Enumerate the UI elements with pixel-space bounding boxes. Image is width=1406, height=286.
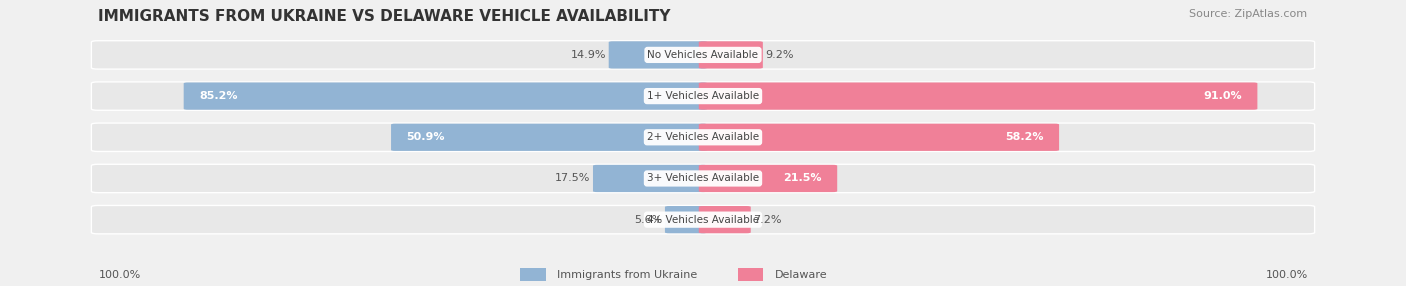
FancyBboxPatch shape [91,164,1315,193]
Text: IMMIGRANTS FROM UKRAINE VS DELAWARE VEHICLE AVAILABILITY: IMMIGRANTS FROM UKRAINE VS DELAWARE VEHI… [98,9,671,23]
FancyBboxPatch shape [699,165,837,192]
Text: 14.9%: 14.9% [571,50,606,60]
FancyBboxPatch shape [699,124,1059,151]
FancyBboxPatch shape [91,41,1315,69]
Text: 58.2%: 58.2% [1005,132,1043,142]
Text: 85.2%: 85.2% [200,91,238,101]
FancyBboxPatch shape [665,206,707,233]
Text: Immigrants from Ukraine: Immigrants from Ukraine [557,270,697,279]
Text: Source: ZipAtlas.com: Source: ZipAtlas.com [1189,9,1308,19]
FancyBboxPatch shape [91,205,1315,234]
Text: 9.2%: 9.2% [766,50,794,60]
Text: 100.0%: 100.0% [98,270,141,279]
FancyBboxPatch shape [699,82,1257,110]
Text: 7.2%: 7.2% [754,215,782,225]
FancyBboxPatch shape [699,41,763,69]
Text: 91.0%: 91.0% [1204,91,1241,101]
FancyBboxPatch shape [609,41,707,69]
Text: 1+ Vehicles Available: 1+ Vehicles Available [647,91,759,101]
FancyBboxPatch shape [699,206,751,233]
Text: 100.0%: 100.0% [1265,270,1308,279]
FancyBboxPatch shape [391,124,707,151]
Text: 50.9%: 50.9% [406,132,446,142]
FancyBboxPatch shape [184,82,707,110]
FancyBboxPatch shape [593,165,707,192]
Text: 21.5%: 21.5% [783,174,821,183]
FancyBboxPatch shape [91,123,1315,152]
Text: 17.5%: 17.5% [555,174,591,183]
Text: 4+ Vehicles Available: 4+ Vehicles Available [647,215,759,225]
FancyBboxPatch shape [738,268,763,281]
Text: No Vehicles Available: No Vehicles Available [648,50,758,60]
Text: 5.6%: 5.6% [634,215,662,225]
Text: 3+ Vehicles Available: 3+ Vehicles Available [647,174,759,183]
FancyBboxPatch shape [91,82,1315,110]
Text: 2+ Vehicles Available: 2+ Vehicles Available [647,132,759,142]
FancyBboxPatch shape [520,268,546,281]
Text: Delaware: Delaware [775,270,827,279]
